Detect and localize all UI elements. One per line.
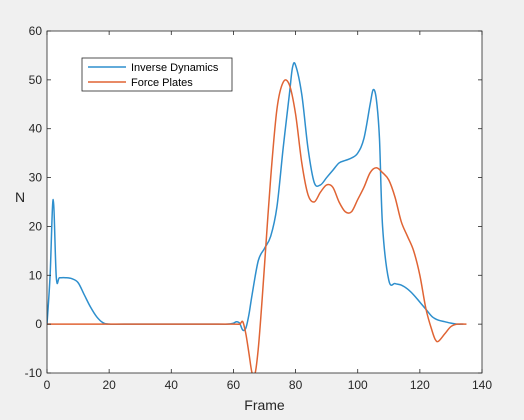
y-tick-label: 40 <box>29 122 43 136</box>
legend[interactable]: Inverse Dynamics Force Plates <box>82 58 232 91</box>
legend-label-inverse-dynamics: Inverse Dynamics <box>131 62 219 74</box>
y-axis-label: N <box>15 189 25 205</box>
y-tick-label: 10 <box>29 268 43 282</box>
y-tick-label: 50 <box>29 73 43 87</box>
x-axis-label: Frame <box>244 397 285 413</box>
legend-label-force-plates: Force Plates <box>131 77 193 89</box>
y-tick-label: 20 <box>29 219 43 233</box>
x-tick-label: 40 <box>165 378 179 392</box>
x-tick-label: 140 <box>472 378 492 392</box>
x-tick-label: 0 <box>44 378 51 392</box>
y-tick-label: 30 <box>29 171 43 185</box>
x-tick-label: 20 <box>102 378 116 392</box>
x-tick-label: 120 <box>410 378 430 392</box>
x-tick-label: 80 <box>289 378 303 392</box>
y-tick-label: -10 <box>25 366 43 380</box>
x-tick-label: 60 <box>227 378 241 392</box>
y-tick-label: 0 <box>35 317 42 331</box>
x-tick-label: 100 <box>348 378 368 392</box>
y-tick-label: 60 <box>29 24 43 38</box>
